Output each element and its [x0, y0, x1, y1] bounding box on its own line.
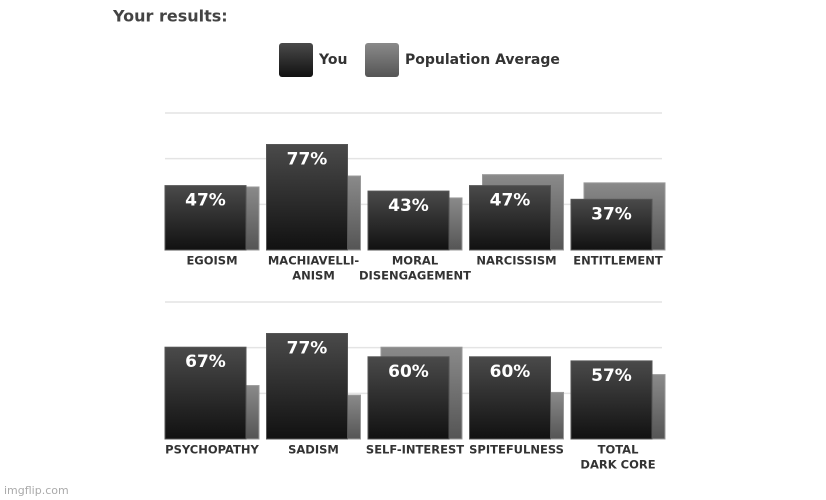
- category-label: ANISM: [292, 269, 335, 283]
- category-label: MACHIAVELLI-: [268, 254, 359, 268]
- value-label: 47%: [490, 191, 531, 211]
- value-label: 67%: [185, 352, 226, 372]
- value-label: 47%: [185, 191, 226, 211]
- category-label: SADISM: [288, 443, 339, 457]
- legend-swatch: [365, 43, 399, 77]
- category-label: MORAL: [392, 254, 439, 268]
- value-label: 43%: [388, 196, 429, 216]
- legend-label: Population Average: [405, 52, 560, 68]
- category-label: ENTITLEMENT: [573, 254, 663, 268]
- category-label: PSYCHOPATHY: [165, 443, 259, 457]
- value-label: 60%: [490, 362, 531, 382]
- watermark: imgflip.com: [4, 484, 69, 497]
- bar-you: [469, 356, 551, 440]
- bar-you: [266, 333, 348, 440]
- category-label: TOTAL: [598, 443, 639, 457]
- legend-label: You: [318, 52, 347, 68]
- bar-you: [164, 185, 247, 251]
- category-label: EGOISM: [186, 254, 237, 268]
- value-label: 60%: [388, 362, 429, 382]
- bar-you: [164, 346, 247, 440]
- category-label: SELF-INTEREST: [366, 443, 464, 457]
- bar-you: [266, 144, 348, 251]
- category-label: DARK CORE: [580, 458, 655, 472]
- bar-you: [570, 198, 653, 251]
- legend-swatch: [279, 43, 313, 77]
- value-label: 77%: [287, 150, 328, 170]
- bar-you: [367, 190, 450, 251]
- page-title: Your results:: [112, 7, 228, 26]
- bar-you: [367, 356, 450, 440]
- value-label: 37%: [591, 204, 632, 224]
- category-label: SPITEFULNESS: [469, 443, 564, 457]
- category-label: DISENGAGEMENT: [359, 269, 471, 283]
- bar-you: [570, 360, 653, 440]
- category-label: NARCISSISM: [476, 254, 556, 268]
- value-label: 77%: [287, 339, 328, 359]
- value-label: 57%: [591, 366, 632, 386]
- bar-you: [469, 185, 551, 251]
